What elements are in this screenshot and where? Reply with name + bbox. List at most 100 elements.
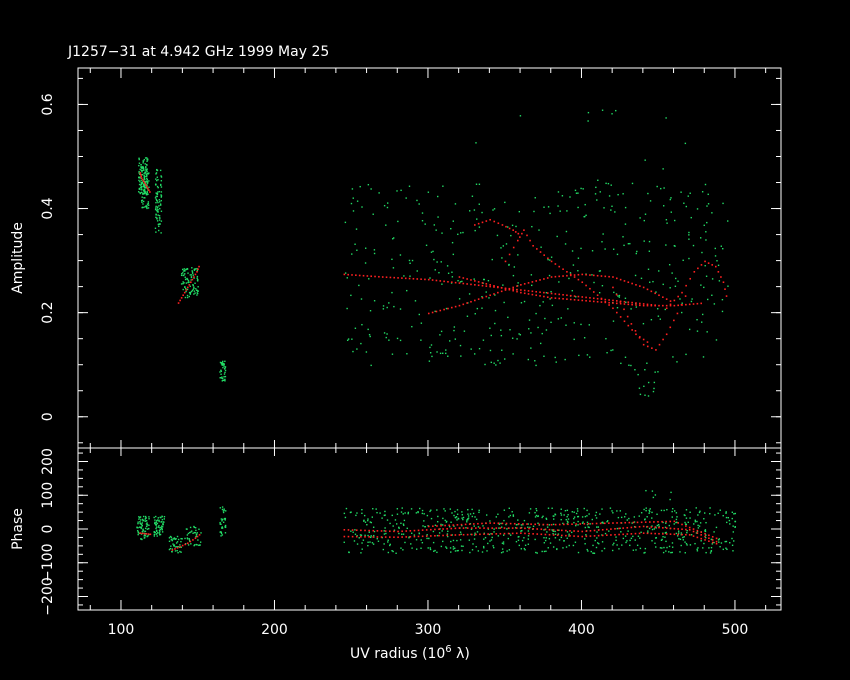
data-point [449,340,451,342]
data-point [372,508,374,510]
data-point [592,544,594,547]
data-point [420,547,422,549]
data-point [415,548,418,550]
model-point [684,295,687,297]
model-point [665,333,668,336]
data-point [168,548,171,551]
y-tick-label: −100 [40,544,56,582]
data-point [447,530,449,533]
data-point [604,248,606,250]
data-point [517,523,519,526]
data-point [196,275,199,278]
data-point [191,272,194,274]
data-point [378,192,380,194]
data-point [506,528,508,530]
model-point [439,280,442,282]
data-point [191,270,193,272]
data-point [595,186,597,189]
model-point [183,291,186,294]
data-point [184,537,186,540]
model-point [615,277,618,280]
model-point [475,527,477,529]
data-point [356,348,358,350]
data-point [682,536,684,539]
data-point [377,540,380,542]
data-point [511,224,514,227]
data-point [662,283,664,286]
data-point [155,178,157,180]
x-axis-label-exponent: 6 [445,644,451,655]
data-point [494,294,496,296]
data-point [367,519,369,522]
data-point [473,525,475,527]
data-point [439,352,442,355]
data-point [584,526,587,529]
model-point [512,246,515,249]
data-point [155,207,157,209]
data-point [547,258,549,261]
model-point [515,527,518,529]
data-point [141,182,143,184]
model-point [508,287,511,290]
model-point [665,298,668,300]
model-point [351,535,354,538]
data-point [141,196,143,198]
data-point [647,530,649,532]
data-point [154,522,156,524]
data-point [528,328,530,330]
model-point [715,540,718,543]
data-point [220,527,223,529]
data-point [153,530,155,533]
data-point [517,254,519,256]
data-point [474,516,476,518]
data-point [629,539,631,542]
data-point [665,550,667,552]
data-point [567,514,569,516]
data-point [586,515,588,517]
model-point [556,529,559,531]
data-point [220,531,222,533]
data-point [661,547,663,549]
model-point [520,532,522,534]
data-point [403,524,405,526]
model-point [508,288,511,291]
model-point [458,527,461,529]
data-point [731,544,734,547]
data-point [681,311,683,314]
model-point [635,304,637,306]
data-point [548,524,551,526]
data-point [676,521,678,523]
model-point [174,548,176,550]
data-point [387,551,390,554]
data-point [567,308,569,310]
data-point [190,543,192,545]
data-point [451,512,453,514]
data-point [140,188,142,191]
data-point [160,210,163,212]
model-point [145,533,148,535]
data-point [168,537,171,539]
data-point [523,537,525,539]
data-point [563,540,565,542]
data-point [445,349,447,351]
data-point [188,539,191,541]
data-point [689,544,692,546]
data-point [367,328,369,331]
data-point [156,217,158,219]
data-point [655,527,657,529]
data-point [370,536,372,539]
model-point [596,274,599,277]
data-point [490,533,492,535]
data-point [696,520,698,523]
data-point [527,358,530,361]
model-point [573,298,576,301]
data-point [224,367,226,369]
data-point [186,294,189,297]
model-point [619,301,622,303]
model-point [673,533,676,536]
model-point [499,527,502,529]
data-point [468,293,471,295]
data-point [420,539,422,541]
data-point [222,366,224,369]
data-point [488,297,490,299]
